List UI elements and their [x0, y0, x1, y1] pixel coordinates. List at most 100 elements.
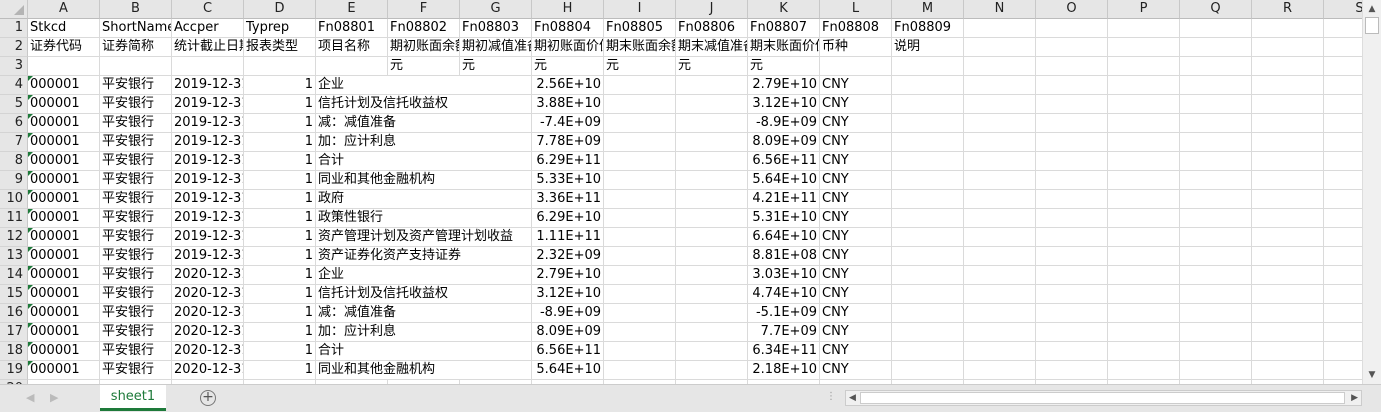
cell-M14[interactable] — [892, 266, 964, 285]
cell-S17[interactable] — [1324, 323, 1362, 342]
row-header[interactable]: 2 — [0, 38, 28, 57]
cell-M6[interactable] — [892, 114, 964, 133]
row-header[interactable]: 3 — [0, 57, 28, 76]
cell-L13[interactable]: CNY — [820, 247, 892, 266]
cell-O15[interactable] — [1036, 285, 1108, 304]
cell-B4[interactable]: 平安银行 — [100, 76, 172, 95]
cell-N15[interactable] — [964, 285, 1036, 304]
cell-M16[interactable] — [892, 304, 964, 323]
cell-O12[interactable] — [1036, 228, 1108, 247]
cell-P12[interactable] — [1108, 228, 1180, 247]
cell-A18[interactable]: 000001 — [28, 342, 100, 361]
row-header[interactable]: 17 — [0, 323, 28, 342]
cell-Q13[interactable] — [1180, 247, 1252, 266]
cell-J10[interactable] — [676, 190, 748, 209]
cell-N8[interactable] — [964, 152, 1036, 171]
cell-K9[interactable]: 5.64E+10 — [748, 171, 820, 190]
cell-H10[interactable]: 3.36E+11 — [532, 190, 604, 209]
cell-Q10[interactable] — [1180, 190, 1252, 209]
cell-N4[interactable] — [964, 76, 1036, 95]
splitter-handle-icon[interactable]: ⋮ — [826, 391, 836, 402]
cell-D2[interactable]: 报表类型 — [244, 38, 316, 57]
cell-O16[interactable] — [1036, 304, 1108, 323]
cell-H4[interactable]: 2.56E+10 — [532, 76, 604, 95]
cell-R16[interactable] — [1252, 304, 1324, 323]
cell-N18[interactable] — [964, 342, 1036, 361]
cell-C5[interactable]: 2019-12-31 — [172, 95, 244, 114]
cell-L15[interactable]: CNY — [820, 285, 892, 304]
cell-P7[interactable] — [1108, 133, 1180, 152]
cell-L7[interactable]: CNY — [820, 133, 892, 152]
cell-C7[interactable]: 2019-12-31 — [172, 133, 244, 152]
cell-E14[interactable]: 企业 — [316, 266, 530, 285]
cell-S15[interactable] — [1324, 285, 1362, 304]
cell-B2[interactable]: 证券简称 — [100, 38, 172, 57]
cell-A7[interactable]: 000001 — [28, 133, 100, 152]
cell-I12[interactable] — [604, 228, 676, 247]
cell-M11[interactable] — [892, 209, 964, 228]
cell-A15[interactable]: 000001 — [28, 285, 100, 304]
cell-S5[interactable] — [1324, 95, 1362, 114]
cell-C12[interactable]: 2019-12-31 — [172, 228, 244, 247]
cell-S4[interactable] — [1324, 76, 1362, 95]
cell-O7[interactable] — [1036, 133, 1108, 152]
column-header-O[interactable]: O — [1036, 0, 1108, 19]
cell-J12[interactable] — [676, 228, 748, 247]
column-header-E[interactable]: E — [316, 0, 388, 19]
cell-D16[interactable]: 1 — [244, 304, 316, 323]
row-header[interactable]: 12 — [0, 228, 28, 247]
cell-C17[interactable]: 2020-12-31 — [172, 323, 244, 342]
cell-P3[interactable] — [1108, 57, 1180, 76]
cell-H20[interactable] — [532, 380, 604, 384]
cell-N19[interactable] — [964, 361, 1036, 380]
cell-M3[interactable] — [892, 57, 964, 76]
cell-M20[interactable] — [892, 380, 964, 384]
row-header[interactable]: 1 — [0, 19, 28, 38]
row-header[interactable]: 8 — [0, 152, 28, 171]
cell-N12[interactable] — [964, 228, 1036, 247]
cell-C11[interactable]: 2019-12-31 — [172, 209, 244, 228]
cell-C14[interactable]: 2020-12-31 — [172, 266, 244, 285]
cell-K13[interactable]: 8.81E+08 — [748, 247, 820, 266]
cell-S3[interactable] — [1324, 57, 1362, 76]
cell-J20[interactable] — [676, 380, 748, 384]
cell-H15[interactable]: 3.12E+10 — [532, 285, 604, 304]
cell-P4[interactable] — [1108, 76, 1180, 95]
cell-H18[interactable]: 6.56E+11 — [532, 342, 604, 361]
column-header-P[interactable]: P — [1108, 0, 1180, 19]
cell-R5[interactable] — [1252, 95, 1324, 114]
row-header[interactable]: 15 — [0, 285, 28, 304]
cell-C4[interactable]: 2019-12-31 — [172, 76, 244, 95]
cell-H11[interactable]: 6.29E+10 — [532, 209, 604, 228]
cell-O10[interactable] — [1036, 190, 1108, 209]
cell-H1[interactable]: Fn08804 — [532, 19, 604, 38]
cell-C8[interactable]: 2019-12-31 — [172, 152, 244, 171]
cell-O18[interactable] — [1036, 342, 1108, 361]
cell-N11[interactable] — [964, 209, 1036, 228]
cell-H3[interactable]: 元 — [532, 57, 604, 76]
cell-P19[interactable] — [1108, 361, 1180, 380]
cell-O8[interactable] — [1036, 152, 1108, 171]
cell-K10[interactable]: 4.21E+11 — [748, 190, 820, 209]
cell-K17[interactable]: 7.7E+09 — [748, 323, 820, 342]
row-header[interactable]: 4 — [0, 76, 28, 95]
cell-C20[interactable] — [172, 380, 244, 384]
row-header[interactable]: 18 — [0, 342, 28, 361]
cell-N3[interactable] — [964, 57, 1036, 76]
cell-I18[interactable] — [604, 342, 676, 361]
cell-A6[interactable]: 000001 — [28, 114, 100, 133]
next-sheet-icon[interactable]: ▶ — [50, 391, 59, 404]
cell-N1[interactable] — [964, 19, 1036, 38]
cell-E3[interactable] — [316, 57, 388, 76]
cell-E2[interactable]: 项目名称 — [316, 38, 388, 57]
cell-S2[interactable] — [1324, 38, 1362, 57]
cell-J13[interactable] — [676, 247, 748, 266]
column-header-N[interactable]: N — [964, 0, 1036, 19]
cell-M10[interactable] — [892, 190, 964, 209]
row-header[interactable]: 9 — [0, 171, 28, 190]
column-header-B[interactable]: B — [100, 0, 172, 19]
cell-S11[interactable] — [1324, 209, 1362, 228]
cell-I6[interactable] — [604, 114, 676, 133]
cell-D6[interactable]: 1 — [244, 114, 316, 133]
cell-A11[interactable]: 000001 — [28, 209, 100, 228]
